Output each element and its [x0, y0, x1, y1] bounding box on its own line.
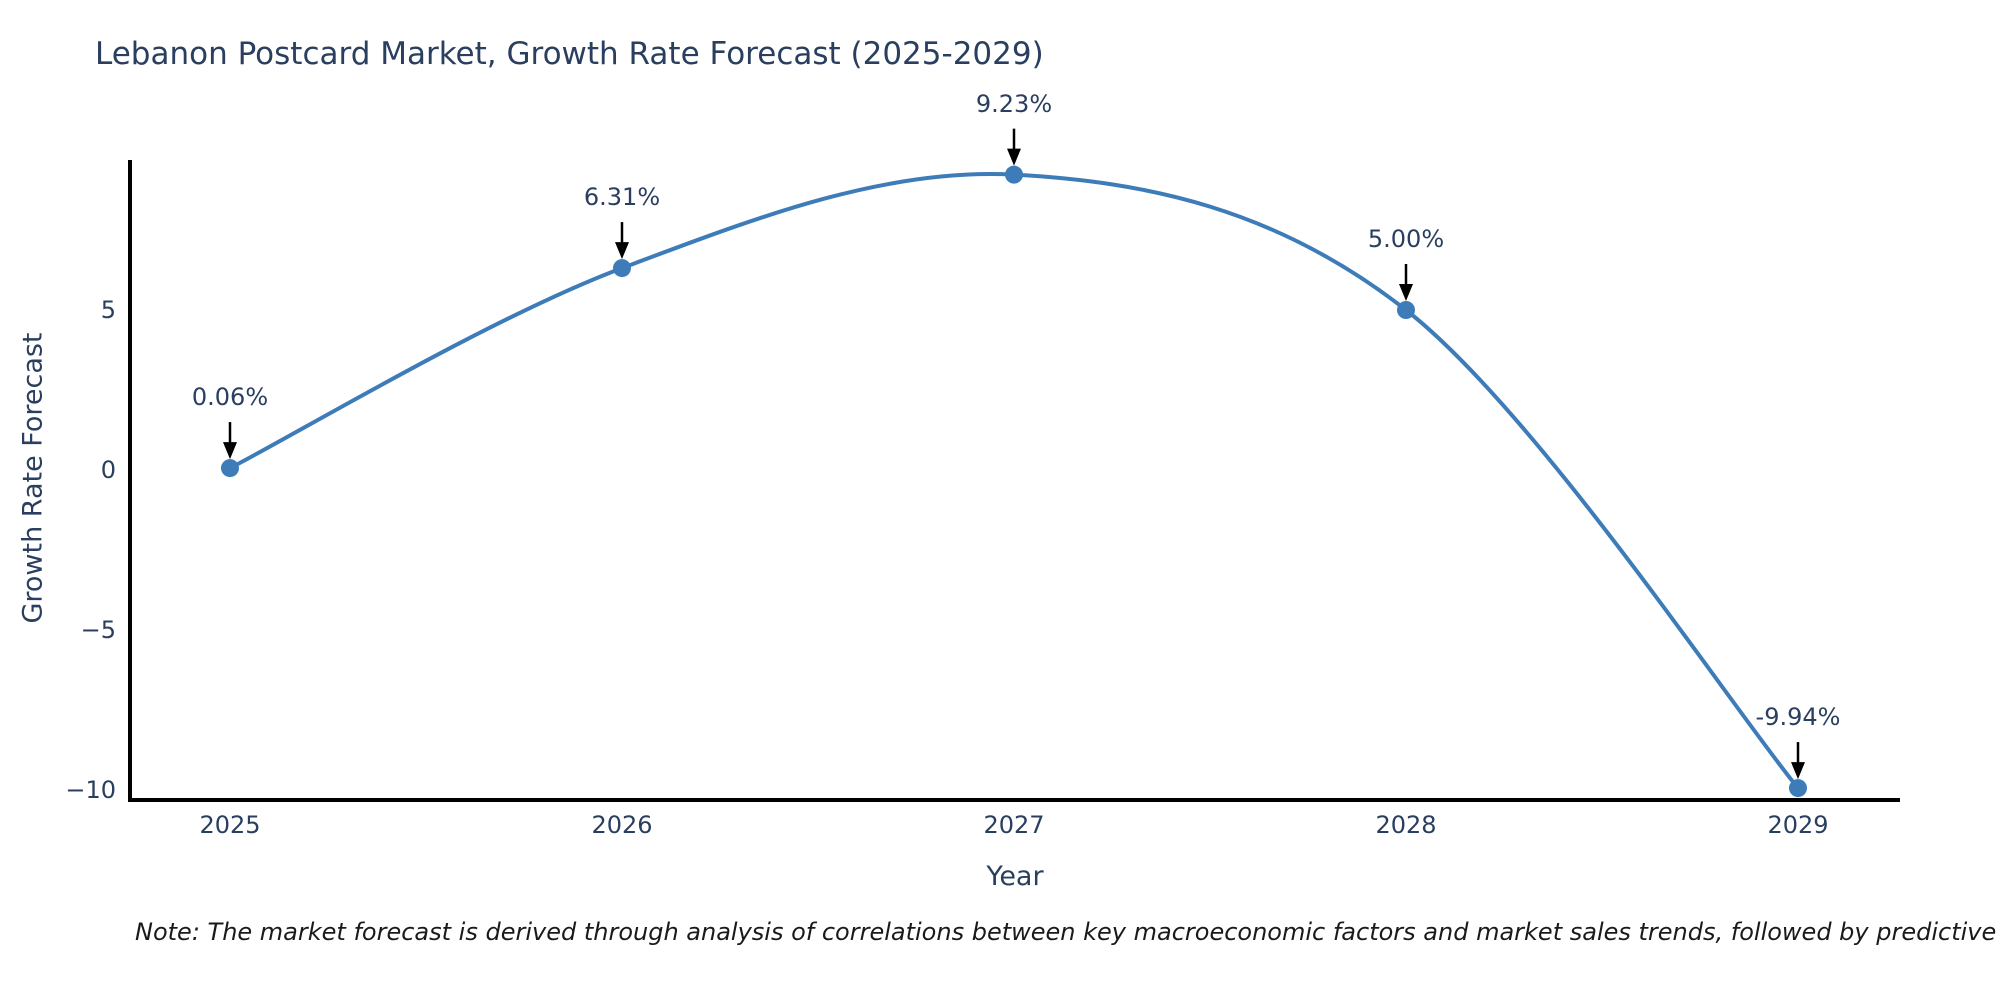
line-series-path	[229, 172, 1800, 790]
data-point-marker	[613, 259, 631, 278]
data-point-label: 9.23%	[975, 89, 1053, 118]
y-tick-label: −10	[65, 776, 116, 804]
data-point-marker	[1397, 301, 1415, 319]
annotation-arrow-head	[223, 442, 237, 460]
data-point-label: 5.00%	[1367, 225, 1445, 253]
footnote: Note: The market forecast is derived thr…	[135, 918, 2000, 946]
annotation-arrow-head	[1007, 148, 1021, 166]
axis-lines	[128, 160, 1900, 802]
data-point-label: -9.94%	[1755, 703, 1841, 732]
data-point-marker	[221, 459, 239, 478]
data-point-label: 0.06%	[191, 383, 269, 412]
annotation-arrow-head	[615, 242, 629, 260]
chart-title: Lebanon Postcard Market, Growth Rate For…	[95, 36, 1044, 72]
x-tick-label: 2029	[1767, 811, 1829, 839]
annotation-arrow-head	[1791, 762, 1805, 780]
data-point-label: 6.31%	[583, 183, 661, 212]
y-tick-label: −5	[80, 616, 116, 644]
x-tick-label: 2026	[591, 811, 653, 839]
annotation-arrow-head	[1399, 284, 1413, 301]
y-tick-label: 5	[100, 296, 116, 324]
x-axis-title: Year	[986, 861, 1044, 892]
x-tick-label: 2027	[983, 811, 1045, 839]
x-tick-label: 2028	[1375, 811, 1437, 839]
x-tick-label: 2025	[199, 811, 261, 839]
data-point-marker	[1005, 165, 1023, 184]
data-point-marker	[1789, 779, 1807, 798]
y-tick-label: 0	[100, 456, 116, 484]
